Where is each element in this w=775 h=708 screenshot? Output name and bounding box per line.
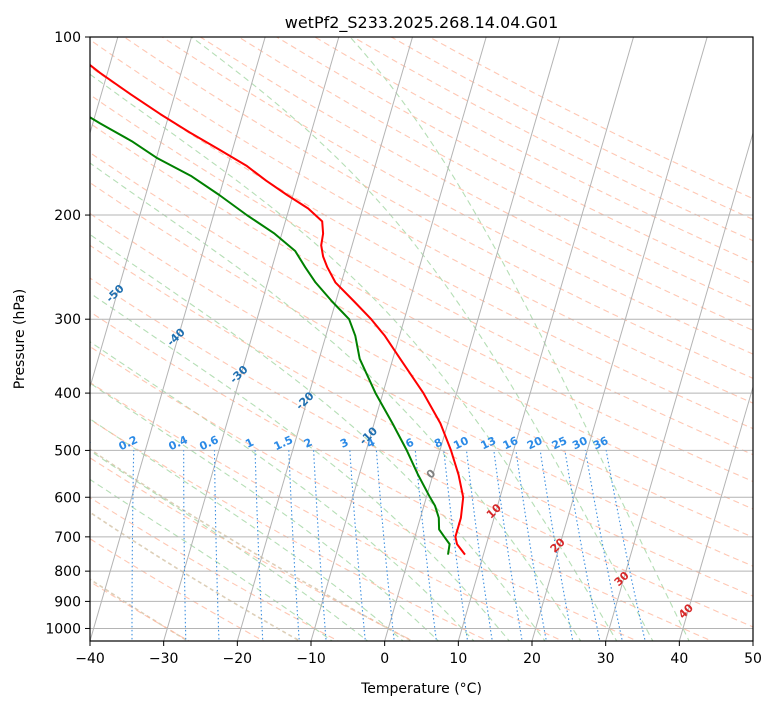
temperature-line — [90, 63, 466, 556]
y-tick-label: 800 — [54, 564, 81, 580]
x-tick-label: 40 — [670, 651, 688, 667]
mixing-ratio-line — [584, 450, 623, 641]
isotherm-line — [384, 37, 561, 641]
mixing-ratio-line — [183, 450, 187, 641]
mixing-ratio-label: 20 — [525, 434, 545, 452]
isotherm-line — [531, 37, 708, 641]
dry-adiabat — [200, 37, 753, 331]
moist-adiabat — [349, 37, 690, 641]
dry-adiabat — [90, 212, 753, 567]
x-tick-label: 50 — [744, 651, 762, 667]
isotherm-line — [457, 37, 635, 641]
x-tick-label: 30 — [597, 651, 615, 667]
moist-adiabat — [90, 73, 618, 641]
x-tick-label: −10 — [296, 651, 326, 667]
isotherm-line — [163, 37, 340, 641]
mixing-ratio-line — [564, 450, 601, 641]
mixing-ratio-label: 16 — [501, 434, 521, 452]
dry-adiabat — [276, 37, 753, 286]
isotherm-line — [236, 37, 414, 641]
y-tick-label: 500 — [54, 443, 81, 459]
mixing-ratio-line — [605, 450, 646, 641]
isotherm-line — [90, 37, 119, 135]
y-tick-label: 200 — [54, 208, 81, 224]
chart-title: wetPf2_S233.2025.268.14.04.G01 — [285, 13, 559, 33]
isobar-gridlines — [90, 214, 753, 629]
mixing-ratio-label: 30 — [570, 434, 590, 452]
y-tick-label: 600 — [54, 490, 81, 506]
mixing-ratio-line — [515, 450, 547, 641]
isotherm-line — [90, 37, 266, 641]
y-tick-label: 900 — [54, 594, 81, 610]
mixing-ratio-line — [131, 450, 135, 641]
x-axis-ticks: −40 −30 −20 −10 0 10 20 30 40 50 — [75, 641, 762, 667]
dry-adiabat — [90, 66, 753, 430]
mixing-ratio-line — [213, 450, 220, 641]
mixing-ratio-line — [539, 450, 574, 641]
y-axis-title: Pressure (hPa) — [12, 289, 28, 389]
dry-adiabat — [90, 182, 753, 538]
x-tick-label: −20 — [223, 651, 253, 667]
y-tick-label: 700 — [54, 530, 81, 546]
isotherm-line — [90, 37, 193, 389]
mixing-ratio-lines — [131, 450, 646, 641]
mixing-ratio-label: 0.1 — [70, 433, 93, 453]
isotherm-gridlines — [90, 37, 753, 641]
mixing-ratio-label: 36 — [591, 434, 611, 452]
x-tick-label: 20 — [523, 651, 541, 667]
mixing-ratio-label: 10 — [451, 434, 471, 452]
dry-adiabat — [90, 244, 753, 597]
dry-adiabat — [90, 277, 753, 628]
sounding-series — [90, 63, 466, 556]
x-axis-title: Temperature (°C) — [360, 681, 482, 697]
isotherm-line — [310, 37, 487, 641]
y-axis-ticks: 1000 900 800 700 600 500 400 300 200 100 — [45, 30, 90, 637]
x-tick-label: 10 — [449, 651, 467, 667]
y-tick-label: 100 — [54, 30, 81, 46]
y-tick-label: 300 — [54, 312, 81, 328]
y-tick-label: 1000 — [45, 621, 81, 637]
moist-adiabat — [90, 341, 475, 641]
x-tick-label: −30 — [149, 651, 179, 667]
moist-adiabat — [90, 450, 369, 641]
mixing-ratio-label: 13 — [479, 434, 498, 452]
isotherm-line — [678, 385, 753, 641]
plot-frame — [89, 36, 754, 642]
mixing-ratio-label: 25 — [550, 434, 569, 452]
lcl-reference-curve — [90, 448, 414, 641]
isotherm-line — [605, 131, 753, 641]
mixing-ratio-line — [288, 450, 300, 641]
dry-adiabat — [90, 39, 753, 404]
dewpoint-line — [90, 116, 451, 555]
y-tick-label: 400 — [54, 386, 81, 402]
mixing-ratio-line — [254, 450, 264, 641]
dry-adiabat — [161, 37, 753, 355]
mixing-ratio-line — [313, 450, 327, 641]
x-tick-label: 0 — [380, 651, 389, 667]
x-tick-label: −40 — [75, 651, 105, 667]
dry-adiabat — [90, 151, 753, 510]
